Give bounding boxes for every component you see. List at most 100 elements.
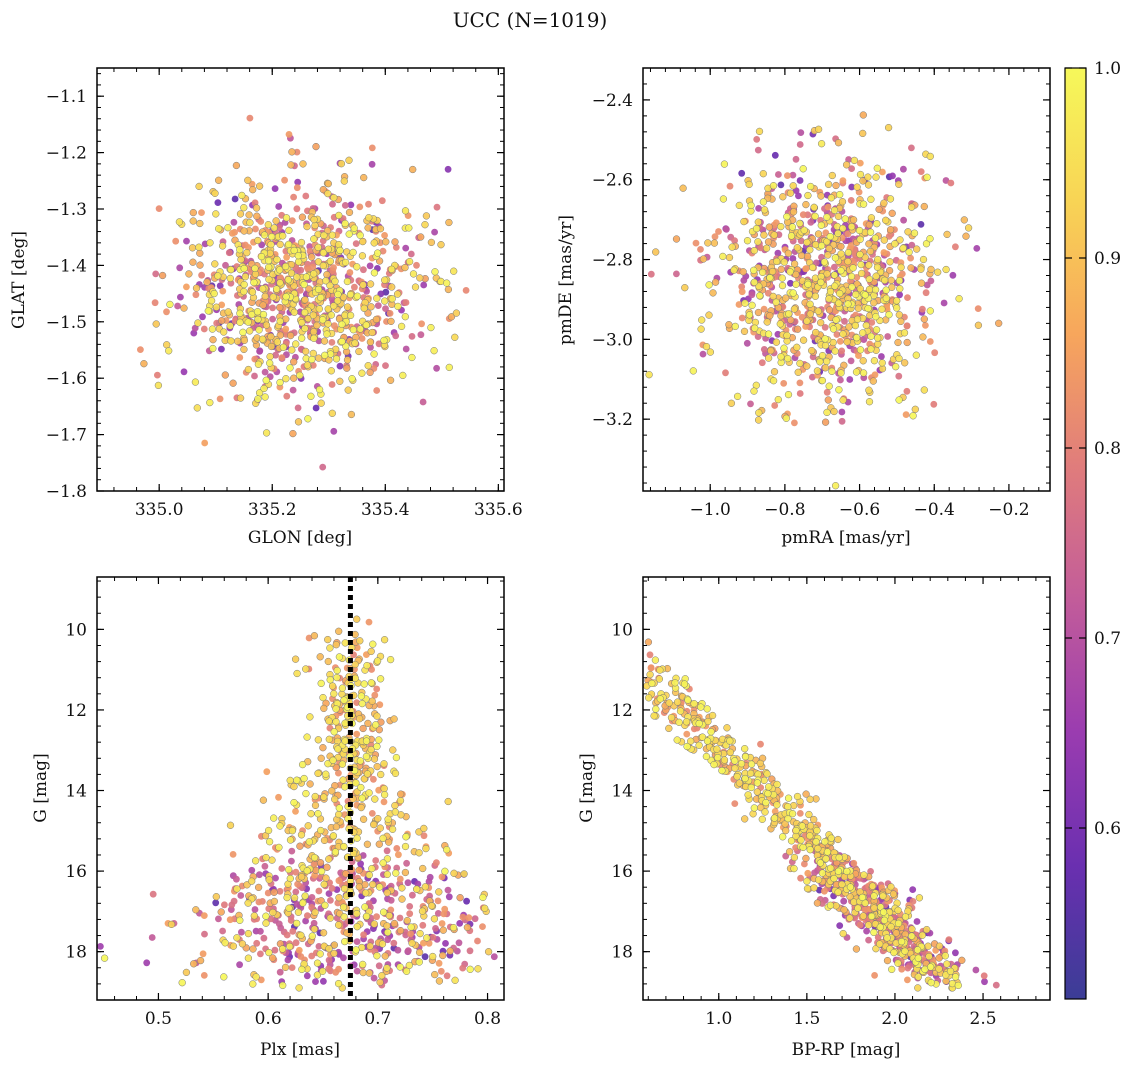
data-point	[917, 265, 925, 273]
data-point	[335, 965, 342, 973]
data-point	[806, 182, 815, 191]
data-point	[434, 910, 442, 917]
data-point	[226, 274, 234, 283]
data-point	[871, 286, 880, 294]
data-point	[419, 398, 427, 406]
data-point	[292, 340, 300, 348]
data-point	[340, 884, 349, 893]
data-point	[789, 171, 797, 179]
data-point	[319, 693, 327, 702]
data-point	[291, 655, 300, 663]
data-point	[909, 412, 917, 420]
data-point	[908, 925, 916, 933]
data-point	[834, 212, 843, 221]
data-point	[849, 264, 857, 272]
data-point	[754, 238, 762, 246]
data-point	[373, 249, 382, 257]
data-point	[282, 375, 290, 383]
data-point	[313, 959, 322, 967]
y-tick-label: 18	[611, 943, 633, 963]
data-point	[366, 280, 375, 288]
data-point	[192, 284, 201, 292]
data-point	[215, 915, 222, 923]
data-point	[778, 274, 786, 282]
data-point	[341, 639, 349, 647]
data-point	[226, 322, 234, 330]
data-point	[390, 715, 398, 723]
y-tick-label: −2.6	[592, 171, 633, 191]
data-point	[293, 148, 301, 156]
data-point	[265, 275, 273, 284]
data-point	[973, 245, 981, 252]
data-point	[174, 302, 182, 310]
data-point	[855, 352, 862, 359]
data-point	[683, 730, 691, 738]
data-point	[926, 235, 934, 243]
data-point	[392, 869, 400, 877]
ticks-layer: −1.0 −0.8 −0.6 −0.4 −0.2−2.4−2.6−2.8−3.0−3.2	[592, 68, 1050, 520]
data-point	[481, 904, 489, 912]
data-point	[422, 212, 431, 220]
data-point	[351, 283, 358, 291]
data-point	[900, 329, 909, 337]
data-point	[821, 887, 828, 895]
data-point	[406, 903, 414, 910]
data-point	[272, 351, 279, 359]
data-point	[680, 680, 689, 688]
data-point	[836, 337, 844, 345]
figure-title: UCC (N=1019)	[453, 8, 608, 32]
data-point	[695, 741, 703, 749]
data-point	[201, 439, 209, 447]
data-point	[353, 263, 361, 271]
data-point	[267, 332, 275, 341]
data-point	[325, 945, 333, 953]
data-point	[196, 956, 205, 965]
data-point	[859, 912, 867, 920]
data-point	[225, 249, 233, 257]
data-point	[912, 351, 920, 359]
data-point	[301, 296, 309, 304]
data-point	[831, 263, 838, 271]
data-point	[788, 810, 797, 818]
data-point	[852, 290, 860, 299]
data-point	[340, 177, 348, 185]
data-point	[803, 362, 811, 370]
data-point	[218, 345, 225, 353]
data-point	[356, 325, 364, 333]
data-point	[823, 357, 831, 366]
data-point	[838, 347, 846, 355]
data-point	[856, 235, 864, 243]
data-point	[298, 334, 306, 342]
data-point	[310, 235, 318, 243]
data-point	[804, 280, 812, 288]
data-point	[769, 182, 778, 190]
data-point	[952, 949, 959, 957]
data-point	[290, 894, 299, 902]
data-point	[829, 325, 838, 333]
data-point	[430, 347, 438, 355]
data-point	[292, 868, 300, 876]
data-point	[774, 395, 782, 404]
data-point	[269, 304, 276, 312]
data-point	[384, 815, 392, 823]
data-point	[317, 754, 325, 762]
data-point	[874, 340, 882, 348]
data-point	[888, 965, 896, 974]
data-point	[408, 939, 416, 947]
colorbar: 0.60.70.80.91.0	[1064, 59, 1121, 1000]
data-point	[793, 343, 801, 351]
data-point	[373, 387, 381, 394]
data-point	[283, 931, 291, 939]
data-point	[325, 855, 333, 863]
data-point	[301, 308, 309, 317]
data-point	[209, 336, 217, 344]
data-point	[755, 127, 764, 136]
data-point	[353, 730, 361, 738]
data-point	[904, 228, 912, 236]
data-point	[265, 948, 273, 957]
data-point	[363, 770, 372, 778]
data-point	[974, 321, 983, 329]
data-point	[324, 189, 332, 198]
data-point	[832, 181, 840, 190]
data-point	[236, 916, 244, 924]
